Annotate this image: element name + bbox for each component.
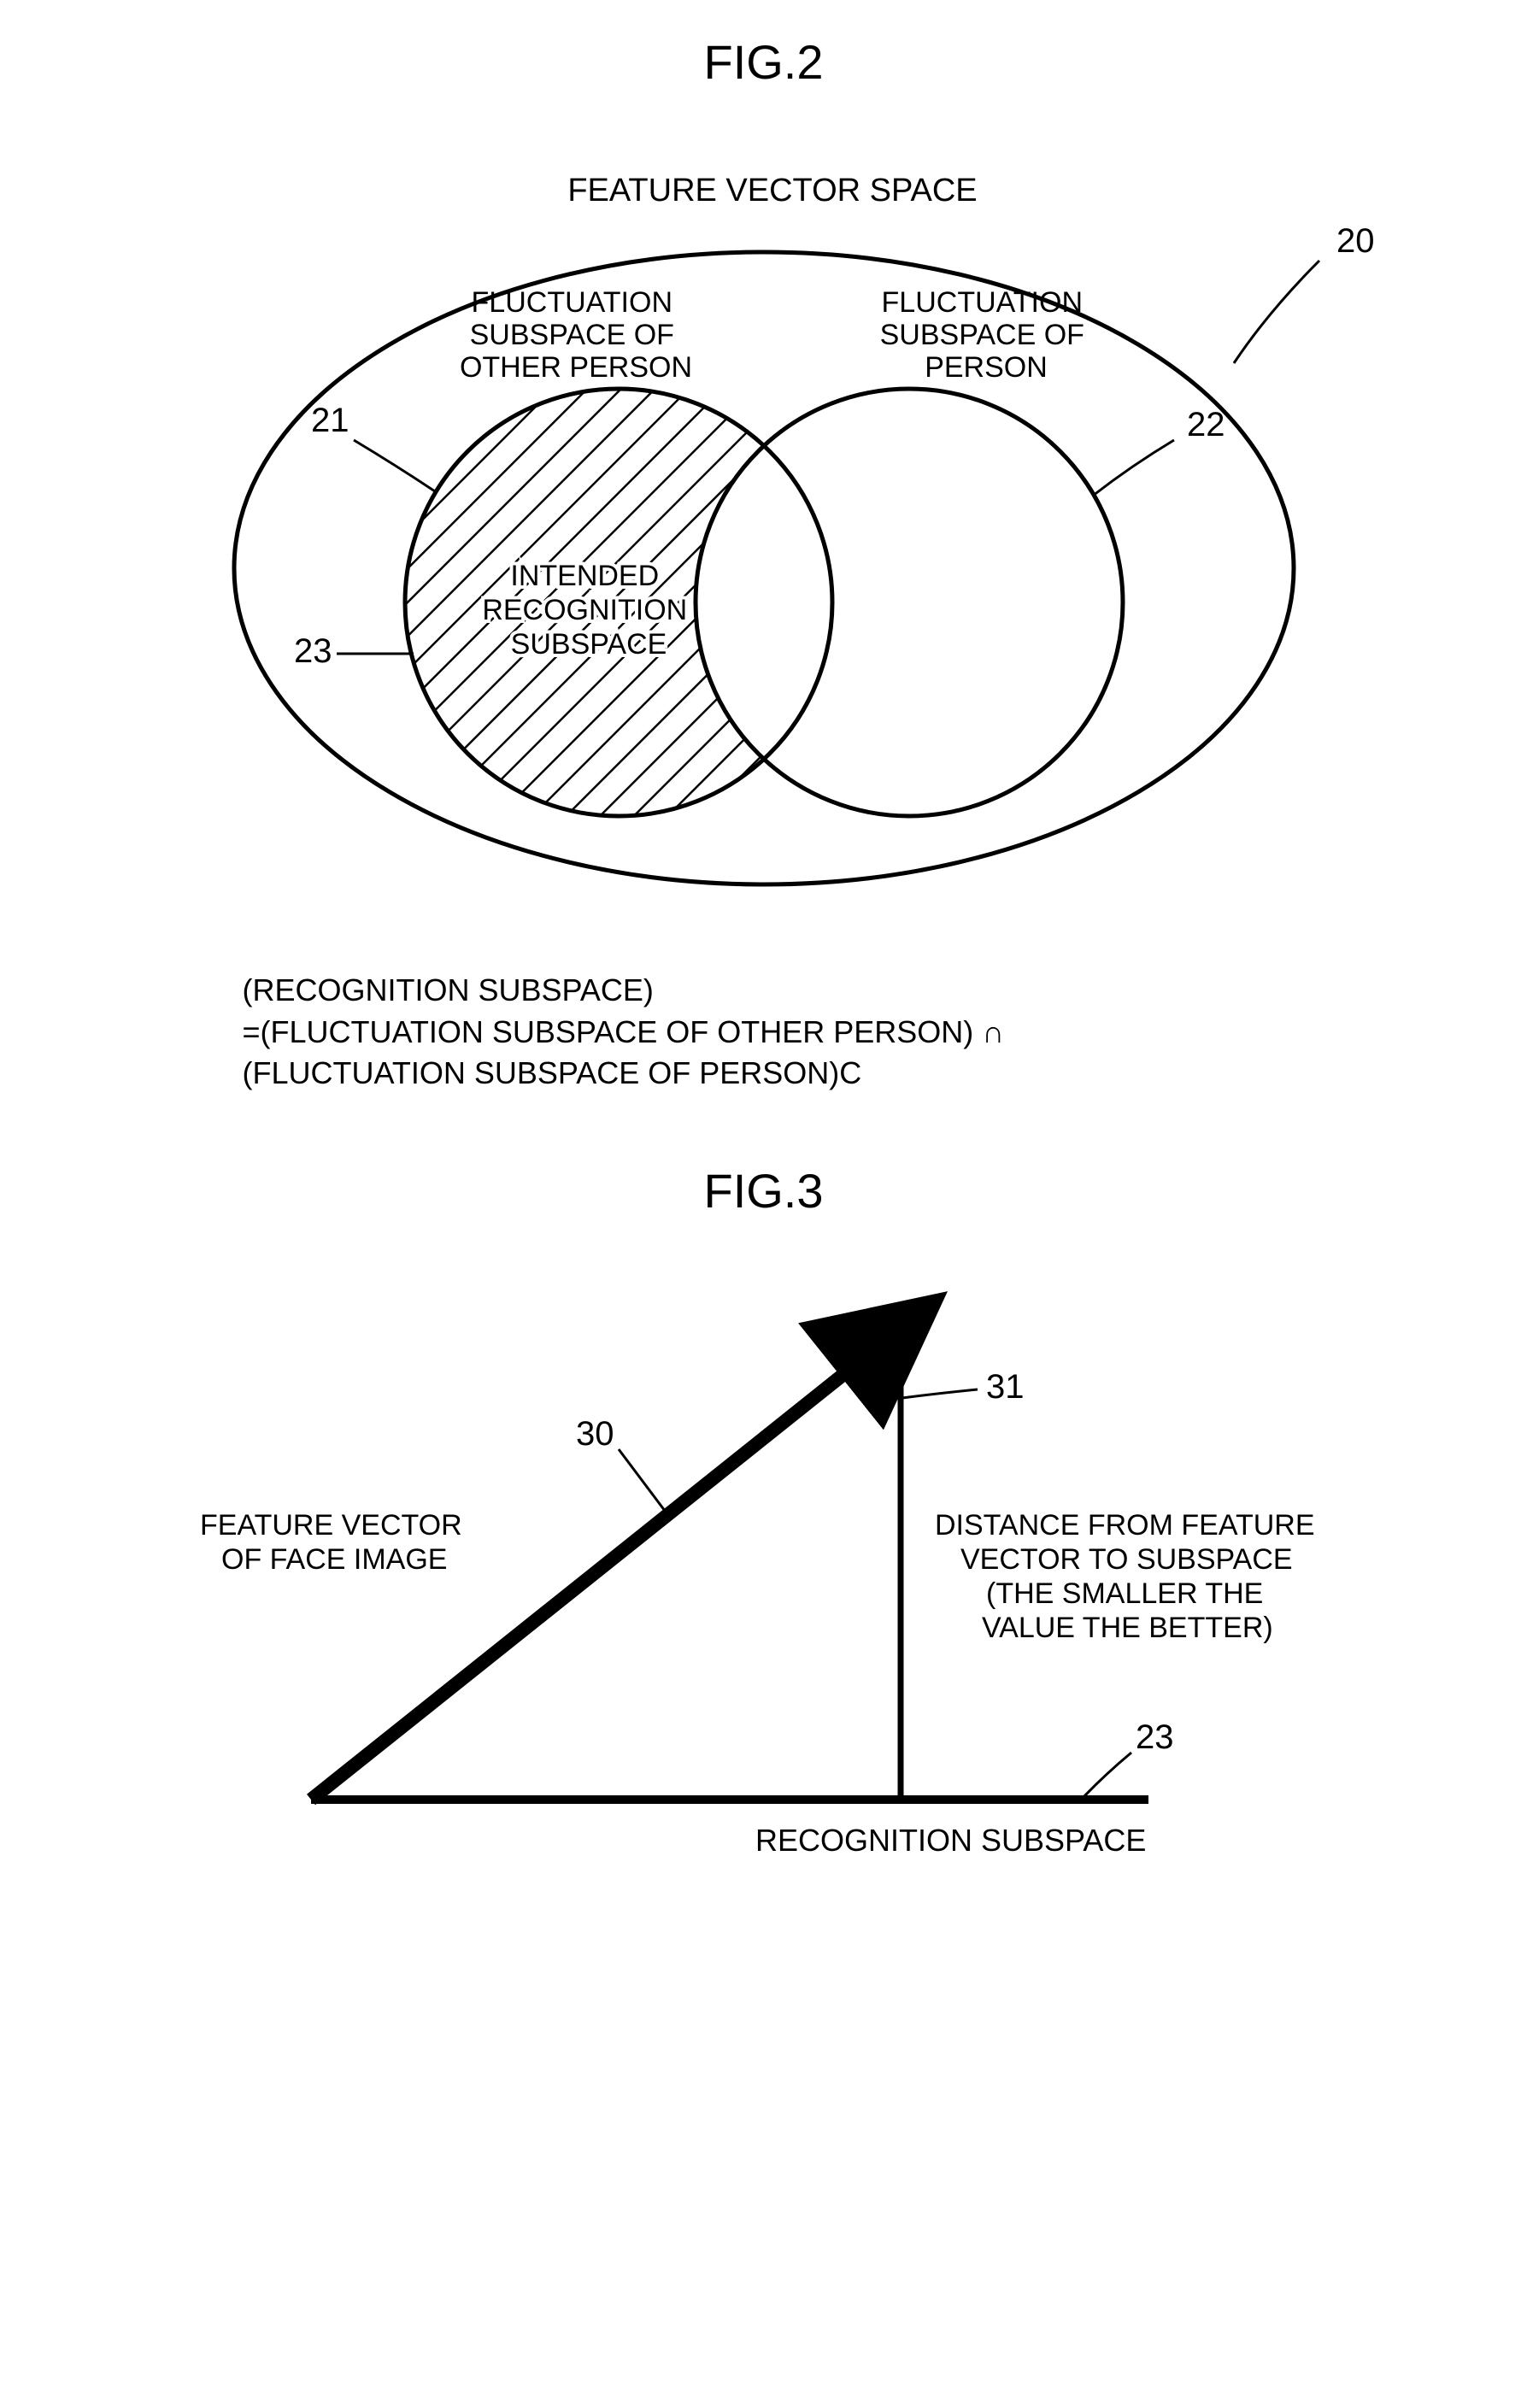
fig3-title: FIG.3 bbox=[123, 1163, 1405, 1219]
lead-30 bbox=[619, 1449, 670, 1518]
lead-23b bbox=[1084, 1753, 1131, 1796]
fig2-caption: (RECOGNITION SUBSPACE) =(FLUCTUATION SUB… bbox=[243, 970, 1354, 1095]
ref-31: 31 bbox=[986, 1368, 1025, 1406]
fig2-outer-label: FEATURE VECTOR SPACE bbox=[567, 173, 977, 208]
lead-21 bbox=[354, 440, 435, 491]
fig2-right-label: FLUCTUATION SUBSPACE OF PERSON bbox=[879, 286, 1092, 384]
figure-3: FIG.3 FEATURE VECTOR OF FACE IMAGE DISTA… bbox=[123, 1163, 1405, 1902]
ref-20: 20 bbox=[1336, 222, 1375, 260]
fig2-inner-label: INTENDED RECOGNITION SUBSPACE bbox=[482, 560, 695, 661]
ref-23b: 23 bbox=[1136, 1718, 1174, 1756]
fig2-left-label: FLUCTUATION SUBSPACE OF OTHER PERSON bbox=[459, 286, 691, 384]
fig2-svg: FEATURE VECTOR SPACE FLUCTUATION SUBSPAC… bbox=[140, 124, 1388, 944]
fig2-title: FIG.2 bbox=[123, 34, 1405, 90]
lead-31 bbox=[902, 1389, 978, 1398]
fig3-base-label: RECOGNITION SUBSPACE bbox=[755, 1823, 1146, 1858]
fig2-inner-label-bg: INTENDED RECOGNITION SUBSPACE bbox=[482, 560, 695, 661]
figure-2: FIG.2 FEATURE VECTOR SPACE bbox=[123, 34, 1405, 1095]
fig3-right-label: DISTANCE FROM FEATURE VECTOR TO SUBSPACE… bbox=[935, 1509, 1323, 1644]
ref-21: 21 bbox=[311, 402, 349, 439]
lead-20 bbox=[1234, 261, 1319, 363]
fig3-svg: FEATURE VECTOR OF FACE IMAGE DISTANCE FR… bbox=[140, 1253, 1388, 1902]
ref-22: 22 bbox=[1187, 406, 1225, 443]
hatched-region bbox=[140, 124, 1388, 944]
ref-23: 23 bbox=[294, 632, 332, 670]
lead-22 bbox=[1093, 440, 1174, 496]
ref-30: 30 bbox=[576, 1415, 614, 1453]
fig3-left-label: FEATURE VECTOR OF FACE IMAGE bbox=[200, 1509, 470, 1576]
